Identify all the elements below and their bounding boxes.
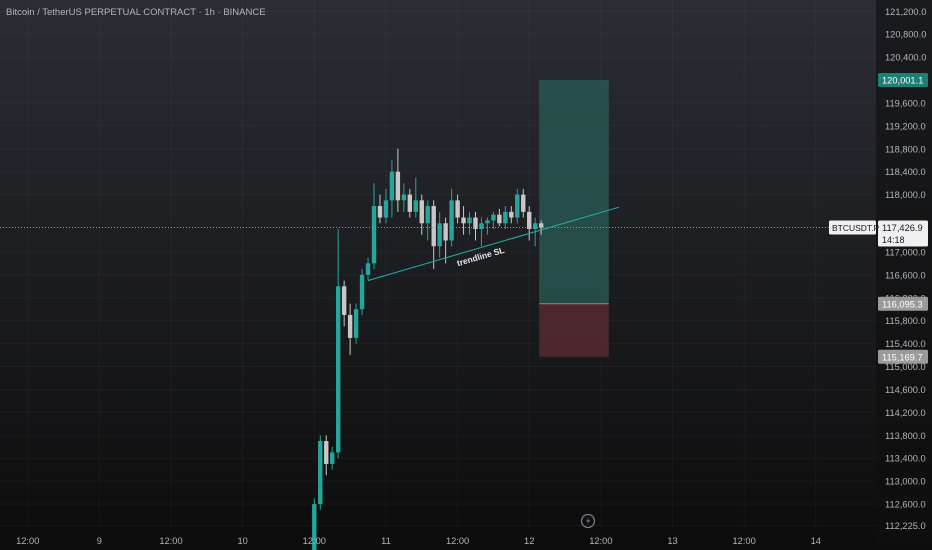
- x-tick-label: 12:00: [16, 536, 39, 546]
- price-axis-background: [876, 0, 932, 550]
- candles: [312, 148, 544, 550]
- entry-price-badge-bg: [878, 296, 928, 311]
- candle-bull: [485, 220, 490, 224]
- x-tick-label: 12:00: [446, 536, 469, 546]
- entry-price-badge: 116,095.3: [882, 299, 923, 309]
- candle-bull: [312, 504, 317, 550]
- candle-bull: [503, 211, 508, 224]
- x-tick-label: 12:00: [733, 536, 756, 546]
- candle-bear: [419, 200, 424, 224]
- candle-bull: [359, 274, 365, 310]
- candle-bull: [371, 206, 377, 264]
- chart-title: Bitcoin / TetherUS PERPETUAL CONTRACT · …: [6, 7, 266, 18]
- profit-zone[interactable]: [539, 79, 609, 304]
- x-tick-label: 12: [524, 536, 534, 546]
- x-tick-label: 10: [237, 536, 247, 546]
- x-tick-label: 12:00: [159, 536, 182, 546]
- y-tick-label: 114,200.0: [885, 408, 926, 418]
- candle-bull: [479, 223, 484, 229]
- candle-bear: [443, 223, 448, 241]
- y-tick-label: 113,800.0: [885, 431, 926, 441]
- candle-bear: [527, 211, 532, 229]
- y-tick-label: 118,800.0: [885, 144, 926, 154]
- countdown-label: 14:18: [882, 235, 905, 245]
- candle-bull: [532, 223, 538, 229]
- candle-bear: [324, 441, 329, 464]
- symbol-tag-bg: [829, 220, 876, 235]
- y-tick-label: 120,400.0: [885, 53, 926, 63]
- candle-bull: [401, 194, 407, 201]
- stop-loss-zone[interactable]: [539, 303, 609, 357]
- candle-bear: [521, 194, 526, 212]
- stop-price-badge-bg: [878, 349, 928, 364]
- replay-icon[interactable]: [580, 513, 596, 529]
- y-tick-label: 112,600.0: [885, 500, 926, 510]
- candle-bear: [461, 217, 466, 224]
- price-axis[interactable]: 121,200.0 120,800.0 120,400.0 119,600.0 119,…: [885, 7, 926, 531]
- y-tick-label: 118,400.0: [885, 167, 926, 177]
- x-tick-label: 12:00: [589, 536, 612, 546]
- current-price-label: 117,426.9: [882, 223, 923, 233]
- y-tick-label: 115,000.0: [885, 362, 926, 372]
- candle-bull: [353, 309, 359, 338]
- x-tick-label: 14: [811, 536, 821, 546]
- candle-bear: [377, 206, 383, 218]
- target-price-badge: 120,001.1: [882, 75, 923, 85]
- y-tick-label: 113,400.0: [885, 454, 926, 464]
- y-tick-label: 115,400.0: [885, 339, 926, 349]
- candle-bull: [413, 200, 418, 212]
- y-tick-label: 117,000.0: [885, 247, 926, 257]
- y-tick-label: 119,600.0: [885, 98, 926, 108]
- candle-bull: [467, 217, 472, 224]
- candle-bear: [395, 171, 401, 201]
- candle-bull: [365, 263, 371, 275]
- candle-bull: [318, 441, 323, 505]
- candle-bull: [383, 200, 389, 218]
- candle-bull: [449, 200, 454, 241]
- candle-bear: [497, 214, 502, 224]
- y-tick-label: 119,200.0: [885, 121, 926, 131]
- symbol-tag: BTCUSDT.P: [832, 223, 880, 233]
- current-price-badge-bg: [878, 220, 928, 247]
- candle-bull: [335, 286, 341, 453]
- position-zones[interactable]: [539, 79, 609, 357]
- target-price-badge-bg: [878, 72, 928, 87]
- candle-bear: [341, 286, 347, 315]
- stop-price-badge: 115,169.7: [882, 352, 923, 362]
- candle-bull: [389, 171, 395, 201]
- candle-bear: [473, 217, 478, 229]
- candle-bear: [431, 206, 436, 247]
- x-tick-label: 9: [97, 536, 102, 546]
- candle-bear: [347, 314, 353, 338]
- x-tick-label: 11: [381, 536, 391, 546]
- y-tick-label: 120,800.0: [885, 30, 926, 40]
- candle-bear: [509, 211, 514, 218]
- y-tick-label: 112,225.0: [885, 521, 926, 531]
- candle-bear: [455, 200, 460, 218]
- candle-bull: [330, 452, 335, 464]
- y-tick-label: 116,600.0: [885, 270, 926, 280]
- y-tick-label: 114,600.0: [885, 385, 926, 395]
- price-badges: 120,001.1 116,095.3 115,169.7 117,426.9 14:1…: [829, 72, 928, 364]
- trendline[interactable]: [367, 206, 619, 282]
- candle-bull: [491, 214, 496, 221]
- y-tick-label: 115,800.0: [885, 316, 926, 326]
- time-axis[interactable]: 12:00 9 12:00 10 12:00 11 12:00 12 12:00 13 12:00 1…: [16, 536, 821, 546]
- x-tick-label: 13: [667, 536, 677, 546]
- candle-bear: [538, 223, 544, 228]
- candle-bull: [425, 206, 430, 224]
- y-tick-label: 121,200.0: [885, 7, 926, 17]
- x-tick-label: 12:00: [303, 536, 326, 546]
- candle-bull: [515, 194, 520, 218]
- y-tick-label: 118,000.0: [885, 190, 926, 200]
- candle-bear: [407, 194, 413, 212]
- y-tick-label: 113,000.0: [885, 477, 926, 487]
- candle-bull: [437, 223, 442, 247]
